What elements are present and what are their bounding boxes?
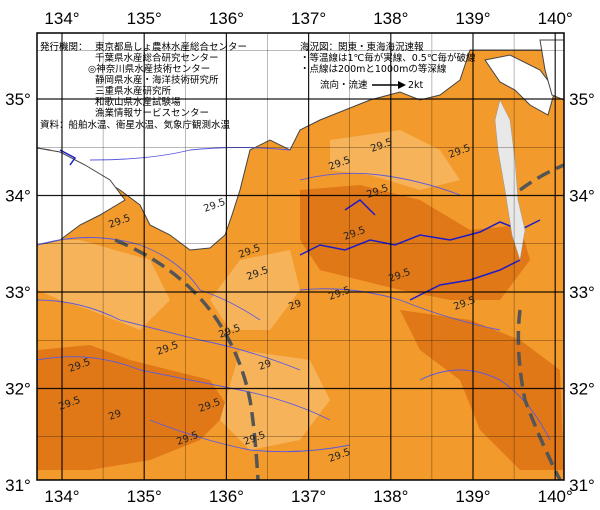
lat-label-left: 32° xyxy=(5,380,31,399)
data-source: 資料：船舶水温、衛星水温、気象庁観測水温 xyxy=(40,119,231,131)
lon-label-bottom: 134° xyxy=(44,487,79,506)
publisher-4: 静岡県水産・海洋技術研究所 xyxy=(95,74,219,86)
publisher-7: 漁業情報サービスセンター xyxy=(95,107,209,119)
lon-label-bottom: 140° xyxy=(538,487,573,506)
lat-label-right: 34° xyxy=(569,187,595,206)
publisher-1: 東京都島しょ農林水産総合センター xyxy=(95,41,247,53)
lon-label-top: 137° xyxy=(291,9,326,28)
lat-label-left: 34° xyxy=(5,187,31,206)
isobath-lines xyxy=(59,149,541,301)
legend-line-1: ・等温線は1℃毎が実線、0.5℃毎が破線 xyxy=(300,52,476,64)
lat-label-left: 35° xyxy=(5,90,31,109)
flow-arrowhead-icon xyxy=(398,81,406,89)
temperature-patches xyxy=(37,130,564,470)
lat-label-left: 31° xyxy=(5,476,31,495)
publisher-6: 和歌山県水産試験場 xyxy=(95,96,181,108)
legend-title: 海況図：関東・東海海況速報 xyxy=(300,41,424,53)
lat-label-right: 35° xyxy=(569,90,595,109)
lat-label-left: 33° xyxy=(5,283,31,302)
publisher-5: 三重県水産研究所 xyxy=(95,85,172,97)
lon-label-top: 136° xyxy=(209,9,244,28)
cloud-mask xyxy=(494,99,526,261)
lon-label-top: 134° xyxy=(44,9,79,28)
isotherm-label: 29 xyxy=(287,298,303,313)
lon-label-top: 135° xyxy=(127,9,162,28)
publisher-2: 千葉県水産総合研究センター xyxy=(95,52,219,64)
legend-flow-speed: 2kt xyxy=(408,80,424,91)
isotherm-label: 29 xyxy=(107,408,123,423)
credits-block: 発行機関： 東京都島しょ農林水産総合センター 千葉県水産総合研究センター ◎神奈… xyxy=(40,41,247,131)
legend-block: 海況図：関東・東海海況速報 ・等温線は1℃毎が実線、0.5℃毎が破線 ・点線は2… xyxy=(300,41,476,91)
lon-label-bottom: 137° xyxy=(291,487,326,506)
lon-label-top: 140° xyxy=(538,9,573,28)
lat-label-right: 31° xyxy=(569,476,595,495)
legend-flow-label: 流向・流速 xyxy=(320,79,368,91)
map-frame xyxy=(36,32,565,481)
lon-label-bottom: 136° xyxy=(209,487,244,506)
lat-lon-grid xyxy=(37,33,564,480)
lon-label-top: 139° xyxy=(455,9,490,28)
land-izu-peninsula xyxy=(484,54,556,116)
lat-label-right: 32° xyxy=(569,380,595,399)
publisher-label: 発行機関： xyxy=(40,41,88,53)
publisher-3: ◎神奈川県水産技術センター xyxy=(88,63,210,75)
lon-label-bottom: 139° xyxy=(455,487,490,506)
lon-label-bottom: 135° xyxy=(127,487,162,506)
lon-label-bottom: 138° xyxy=(373,487,408,506)
lon-label-top: 138° xyxy=(373,9,408,28)
legend-line-2: ・点線は200mと1000mの等深線 xyxy=(300,63,447,75)
axis-tick-labels: 134° 134° 135° 135° 136° 136° 137° 137° 138° 138°… xyxy=(5,9,595,506)
land-boso xyxy=(539,39,565,101)
isotherm-label: 29 xyxy=(257,358,273,373)
lat-label-right: 33° xyxy=(569,283,595,302)
kuroshio-path xyxy=(114,163,565,481)
